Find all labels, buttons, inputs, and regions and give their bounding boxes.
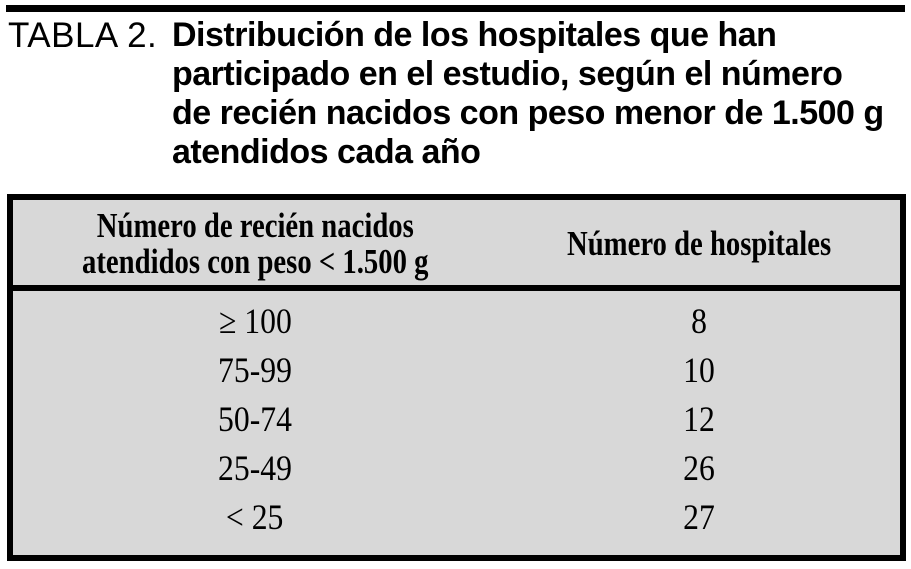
hospitals-distribution-table: Número de recién nacidos atendidos con p… (7, 194, 906, 561)
range-cell: 75-99 (13, 345, 497, 394)
range-value: 25-49 (218, 447, 293, 488)
range-value: 50-74 (218, 398, 293, 439)
table-caption-line-4: atendidos cada año (172, 133, 481, 171)
range-cell: ≥ 100 (13, 296, 497, 345)
table-header-row: Número de recién nacidos atendidos con p… (13, 200, 900, 291)
count-value: 10 (682, 349, 715, 390)
table-row: 75-99 10 (13, 345, 900, 394)
table-row: 50-74 12 (13, 394, 900, 443)
count-value: 27 (682, 496, 715, 537)
count-cell: 27 (497, 492, 900, 541)
range-value: ≥ 100 (218, 300, 292, 341)
table-caption: Distribución de los hospitales que han p… (172, 16, 884, 172)
header-hospitals-label: Número de hospitales (566, 224, 831, 263)
count-cell: 12 (497, 394, 900, 443)
header-cell-hospitals: Número de hospitales (497, 200, 900, 285)
count-value: 12 (682, 398, 715, 439)
count-cell: 10 (497, 345, 900, 394)
table-caption-label: TABLA 2. (8, 16, 158, 55)
table-body: ≥ 100 8 75-99 10 50-74 12 (13, 291, 900, 541)
table-row: ≥ 100 8 (13, 296, 900, 345)
table-caption-line-1: Distribución de los hospitales que han (172, 16, 777, 54)
table-caption-line-3: de recién nacidos con peso menor de 1.50… (172, 94, 884, 132)
table-caption-line-2: participado en el estudio, según el núme… (172, 55, 843, 93)
range-value: 75-99 (218, 349, 293, 390)
header-newborns-line-1: Número de recién nacidos (96, 206, 414, 245)
count-value: 8 (690, 300, 707, 341)
table-row: 25-49 26 (13, 443, 900, 492)
header-cell-newborns: Número de recién nacidos atendidos con p… (13, 200, 497, 285)
range-value: < 25 (226, 496, 284, 537)
table-row: < 25 27 (13, 492, 900, 541)
count-cell: 26 (497, 443, 900, 492)
count-cell: 8 (497, 296, 900, 345)
range-cell: 50-74 (13, 394, 497, 443)
range-cell: 25-49 (13, 443, 497, 492)
range-cell: < 25 (13, 492, 497, 541)
count-value: 26 (682, 447, 715, 488)
header-newborns-line-2: atendidos con peso < 1.500 g (81, 242, 429, 281)
top-rule-divider (6, 5, 905, 12)
